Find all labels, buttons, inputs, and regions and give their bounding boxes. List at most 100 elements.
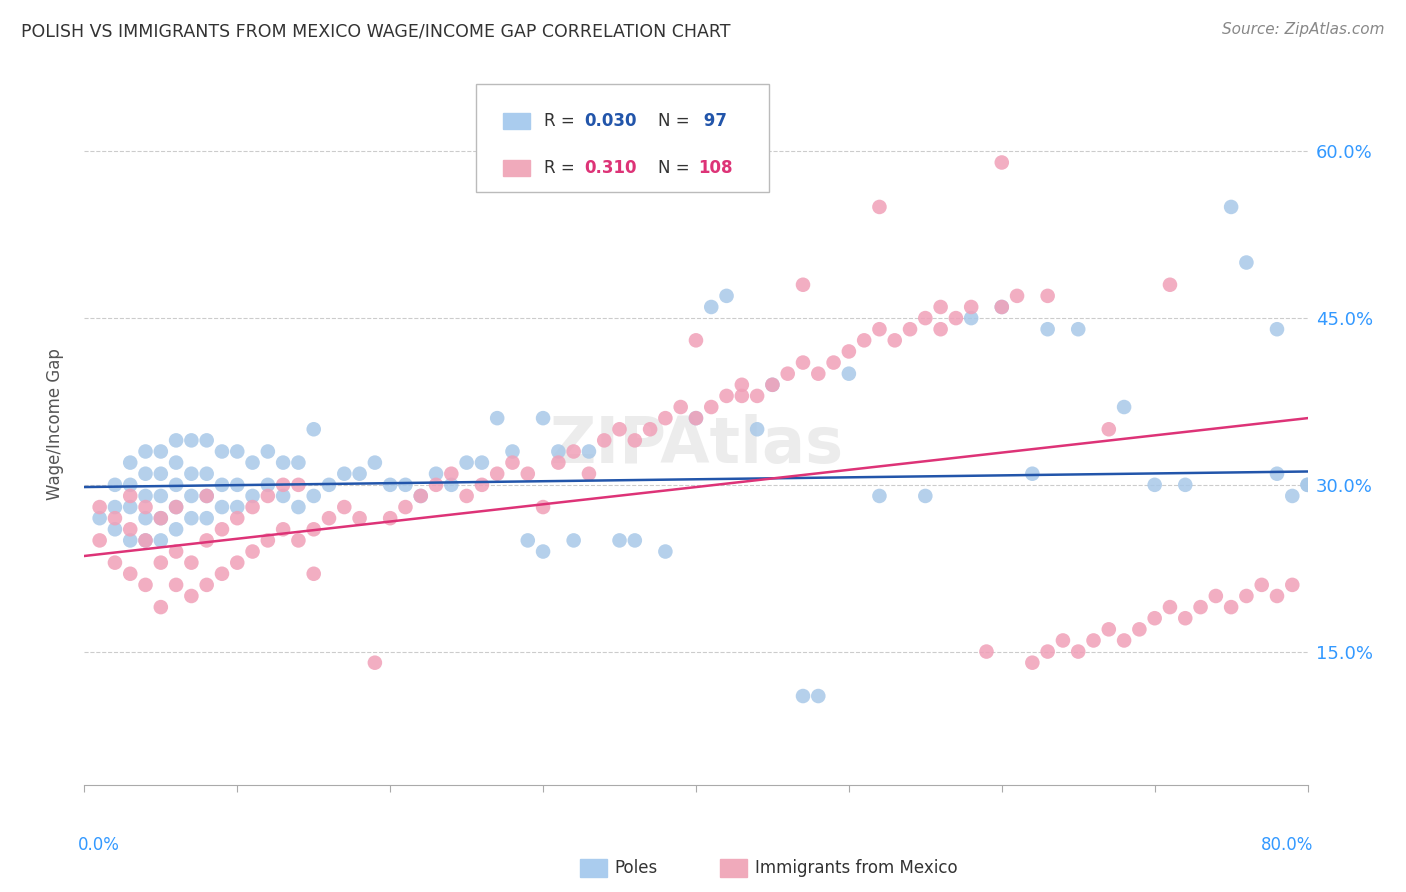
Point <box>135 578 157 592</box>
Point <box>731 389 754 403</box>
Point <box>1220 600 1243 615</box>
Point <box>287 456 309 470</box>
Point <box>1265 589 1288 603</box>
Bar <box>579 859 606 877</box>
Point <box>914 311 936 326</box>
Point <box>1281 578 1303 592</box>
Point <box>211 566 233 581</box>
Point <box>883 334 905 348</box>
Point <box>1005 289 1028 303</box>
Point <box>226 444 249 458</box>
Point <box>516 533 538 548</box>
Text: Immigrants from Mexico: Immigrants from Mexico <box>755 859 957 877</box>
Point <box>792 355 814 369</box>
Text: R =: R = <box>544 112 581 130</box>
Point <box>149 556 172 570</box>
Point <box>180 589 202 603</box>
Point <box>761 377 783 392</box>
Text: 80.0%: 80.0% <box>1261 836 1313 854</box>
Point <box>149 444 172 458</box>
Point <box>700 300 723 314</box>
Point <box>195 533 218 548</box>
Point <box>609 533 631 548</box>
Point <box>120 500 142 514</box>
Point <box>1327 422 1350 436</box>
Point <box>807 689 830 703</box>
Point <box>1281 489 1303 503</box>
Point <box>1265 322 1288 336</box>
Point <box>502 444 524 458</box>
Point <box>180 556 202 570</box>
Point <box>685 411 707 425</box>
Point <box>364 456 387 470</box>
Point <box>287 478 309 492</box>
Point <box>960 311 983 326</box>
Point <box>1114 400 1136 414</box>
Point <box>747 422 769 436</box>
Point <box>609 422 631 436</box>
Point <box>1143 478 1166 492</box>
Point <box>195 489 218 503</box>
Bar <box>503 161 530 177</box>
Point <box>165 434 187 448</box>
Point <box>165 500 187 514</box>
Point <box>747 389 769 403</box>
Point <box>394 500 416 514</box>
Point <box>135 444 157 458</box>
Point <box>792 689 814 703</box>
Point <box>271 478 294 492</box>
Point <box>1159 277 1181 292</box>
Point <box>700 400 723 414</box>
Point <box>120 522 142 536</box>
Point <box>1021 656 1043 670</box>
Point <box>333 467 356 481</box>
Point <box>531 500 554 514</box>
Point <box>1250 578 1272 592</box>
Point <box>869 489 891 503</box>
Point <box>991 300 1014 314</box>
Text: 0.030: 0.030 <box>585 112 637 130</box>
Point <box>1114 633 1136 648</box>
Point <box>1128 623 1150 637</box>
Point <box>409 489 432 503</box>
Point <box>135 467 157 481</box>
Point <box>669 400 692 414</box>
Point <box>149 511 172 525</box>
Point <box>1174 611 1197 625</box>
Point <box>1067 644 1090 658</box>
Point <box>287 500 309 514</box>
Text: N =: N = <box>658 112 695 130</box>
Point <box>716 289 738 303</box>
Point <box>531 411 554 425</box>
Point <box>869 200 891 214</box>
Point <box>380 478 402 492</box>
Point <box>929 300 952 314</box>
Point <box>180 511 202 525</box>
Point <box>257 489 280 503</box>
Point <box>394 478 416 492</box>
Point <box>991 300 1014 314</box>
Point <box>1236 589 1258 603</box>
Point <box>425 467 447 481</box>
Point <box>792 277 814 292</box>
Point <box>562 444 585 458</box>
Point <box>120 566 142 581</box>
Point <box>991 155 1014 169</box>
Point <box>776 367 799 381</box>
Point <box>135 500 157 514</box>
Point <box>195 511 218 525</box>
Point <box>1143 611 1166 625</box>
Point <box>929 322 952 336</box>
Point <box>149 600 172 615</box>
Point <box>242 500 264 514</box>
Point <box>211 444 233 458</box>
Point <box>838 344 860 359</box>
Point <box>838 367 860 381</box>
Point <box>869 322 891 336</box>
Point <box>89 511 111 525</box>
Point <box>180 434 202 448</box>
Bar <box>720 859 748 877</box>
Point <box>1098 623 1121 637</box>
Point <box>654 544 676 558</box>
Point <box>456 489 478 503</box>
